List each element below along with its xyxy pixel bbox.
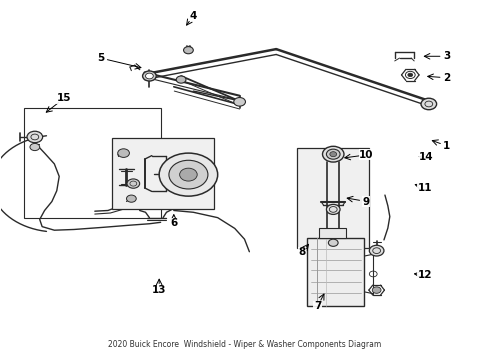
- Circle shape: [183, 46, 193, 54]
- Circle shape: [368, 245, 383, 256]
- Text: 4: 4: [189, 11, 197, 21]
- Bar: [297, 148, 368, 248]
- Circle shape: [127, 179, 140, 188]
- Text: 14: 14: [418, 152, 433, 162]
- Circle shape: [179, 168, 197, 181]
- Bar: [319, 228, 345, 238]
- Bar: [112, 138, 214, 210]
- Circle shape: [326, 149, 339, 159]
- Bar: [306, 238, 364, 306]
- Circle shape: [407, 73, 412, 77]
- Circle shape: [322, 146, 343, 162]
- Circle shape: [233, 98, 245, 106]
- Circle shape: [328, 239, 337, 246]
- Circle shape: [371, 287, 380, 293]
- Circle shape: [126, 195, 136, 202]
- Text: 8: 8: [298, 247, 305, 257]
- Circle shape: [329, 152, 336, 157]
- Circle shape: [326, 204, 339, 215]
- Circle shape: [30, 143, 40, 150]
- Text: 2020 Buick Encore  Windshield - Wiper & Washer Components Diagram: 2020 Buick Encore Windshield - Wiper & W…: [108, 341, 380, 350]
- Circle shape: [420, 98, 436, 110]
- Text: 5: 5: [97, 53, 104, 63]
- Circle shape: [142, 71, 156, 81]
- Text: 12: 12: [417, 270, 431, 280]
- Text: 11: 11: [417, 183, 431, 193]
- Circle shape: [159, 153, 217, 196]
- Circle shape: [118, 149, 129, 157]
- Text: 2: 2: [442, 73, 449, 83]
- Text: 1: 1: [442, 141, 449, 151]
- Circle shape: [145, 73, 153, 79]
- Bar: [24, 108, 160, 218]
- Circle shape: [27, 131, 42, 143]
- Circle shape: [176, 76, 185, 83]
- Text: 13: 13: [152, 285, 166, 296]
- Text: 3: 3: [442, 51, 449, 61]
- Text: 15: 15: [57, 93, 71, 103]
- Text: 6: 6: [170, 218, 177, 228]
- Text: 9: 9: [362, 197, 369, 207]
- Circle shape: [168, 160, 207, 189]
- Text: 10: 10: [358, 150, 373, 160]
- Text: 7: 7: [313, 301, 321, 311]
